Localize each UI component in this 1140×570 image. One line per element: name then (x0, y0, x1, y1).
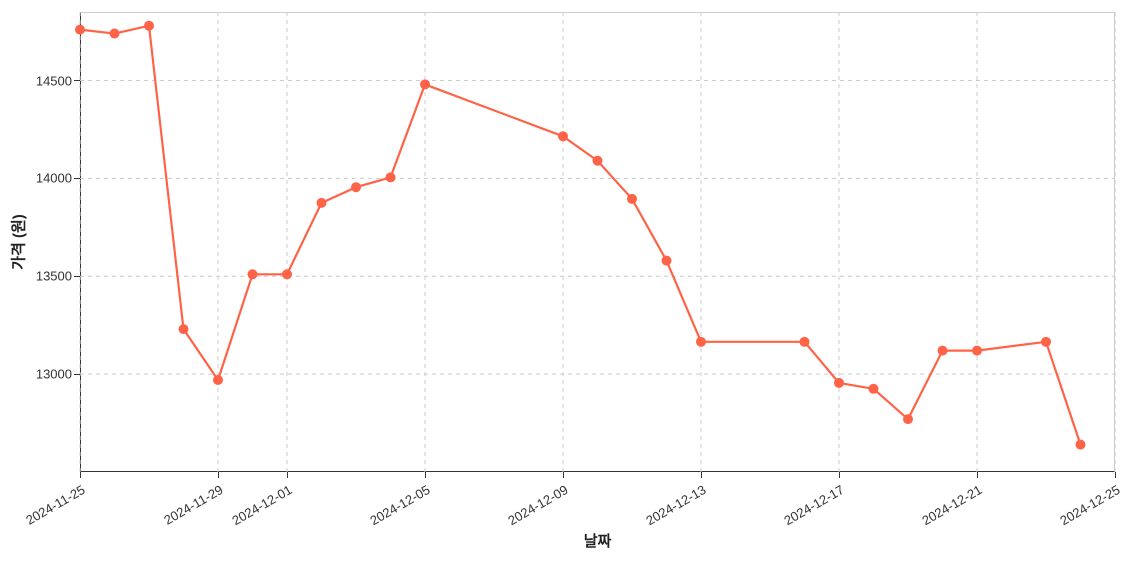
x-tick (563, 472, 564, 478)
y-tick-label: 13500 (32, 269, 72, 284)
data-point (869, 384, 879, 394)
chart-svg (0, 0, 1140, 570)
y-tick-label: 13000 (32, 367, 72, 382)
data-point (248, 269, 258, 279)
data-point (351, 182, 361, 192)
data-point (282, 269, 292, 279)
y-tick-label: 14000 (32, 171, 72, 186)
x-tick (80, 472, 81, 478)
y-tick-label: 14500 (32, 73, 72, 88)
data-point (110, 29, 120, 39)
data-point (420, 79, 430, 89)
x-tick (425, 472, 426, 478)
price-line (80, 26, 1081, 445)
x-axis-title: 날짜 (584, 530, 612, 551)
y-tick (74, 80, 80, 81)
data-point (662, 256, 672, 266)
data-point (972, 346, 982, 356)
x-tick (218, 472, 219, 478)
price-line-chart: 13000135001400014500 2024-11-252024-11-2… (0, 0, 1140, 570)
data-point (75, 25, 85, 35)
data-point (593, 156, 603, 166)
x-tick (1115, 472, 1116, 478)
data-point (144, 21, 154, 31)
y-axis-title: 가격 (원) (8, 214, 29, 270)
data-point (179, 324, 189, 334)
data-point (627, 194, 637, 204)
x-tick (701, 472, 702, 478)
data-point (696, 337, 706, 347)
data-point (800, 337, 810, 347)
y-tick (74, 178, 80, 179)
y-tick (74, 374, 80, 375)
x-tick (287, 472, 288, 478)
data-point (317, 198, 327, 208)
y-tick (74, 276, 80, 277)
x-tick (839, 472, 840, 478)
data-point (903, 414, 913, 424)
data-point (386, 172, 396, 182)
data-point (213, 375, 223, 385)
data-point (1076, 440, 1086, 450)
x-tick (977, 472, 978, 478)
data-point (834, 378, 844, 388)
data-point (1041, 337, 1051, 347)
data-point (558, 131, 568, 141)
data-point (938, 346, 948, 356)
